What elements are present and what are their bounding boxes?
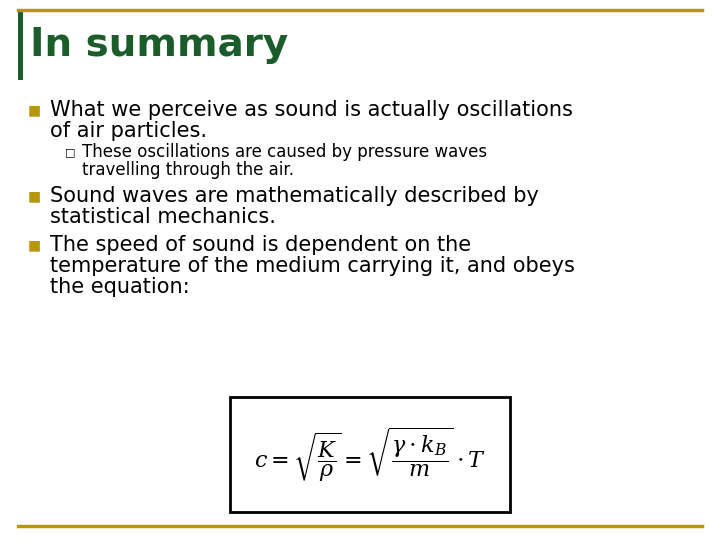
Text: temperature of the medium carrying it, and obeys: temperature of the medium carrying it, a… bbox=[50, 256, 575, 276]
Text: ■: ■ bbox=[28, 238, 41, 252]
Text: of air particles.: of air particles. bbox=[50, 121, 207, 141]
Text: In summary: In summary bbox=[30, 26, 288, 64]
Text: ■: ■ bbox=[28, 189, 41, 203]
Text: statistical mechanics.: statistical mechanics. bbox=[50, 207, 276, 227]
Text: the equation:: the equation: bbox=[50, 277, 189, 297]
Text: These oscillations are caused by pressure waves: These oscillations are caused by pressur… bbox=[82, 143, 487, 161]
Text: travelling through the air.: travelling through the air. bbox=[82, 161, 294, 179]
Bar bbox=[18, 12, 23, 80]
Text: The speed of sound is dependent on the: The speed of sound is dependent on the bbox=[50, 235, 471, 255]
Text: $c = \sqrt{\dfrac{K}{\rho}} = \sqrt{\dfrac{\gamma \cdot k_{B}}{m}} \cdot T$: $c = \sqrt{\dfrac{K}{\rho}} = \sqrt{\dfr… bbox=[254, 426, 486, 484]
Text: □: □ bbox=[65, 147, 76, 157]
Text: ■: ■ bbox=[28, 103, 41, 117]
Bar bbox=[230, 397, 510, 512]
Text: Sound waves are mathematically described by: Sound waves are mathematically described… bbox=[50, 186, 539, 206]
Text: What we perceive as sound is actually oscillations: What we perceive as sound is actually os… bbox=[50, 100, 573, 120]
